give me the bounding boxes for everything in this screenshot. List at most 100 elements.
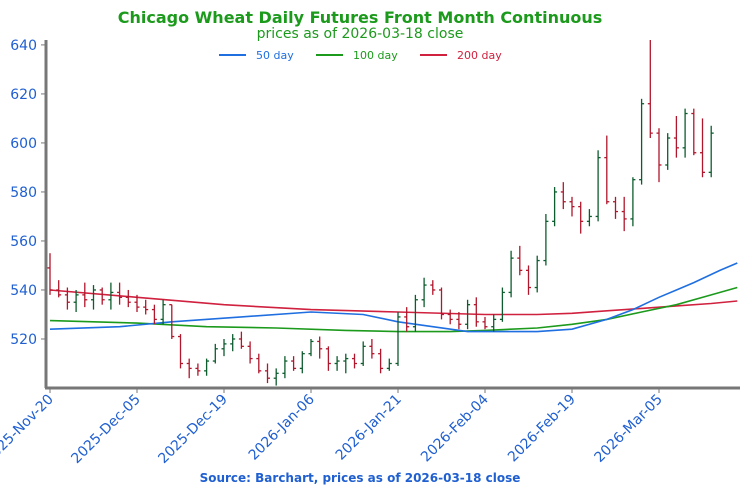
ohlc-bar <box>560 182 566 210</box>
ohlc-bar <box>569 196 575 217</box>
x-tick-label: 2025-Nov-20 <box>0 392 57 467</box>
ohlc-bar <box>143 299 149 315</box>
ohlc-bar <box>665 133 671 170</box>
ohlc-bar <box>682 108 688 158</box>
ohlc-bar <box>360 341 366 366</box>
ohlc-bar <box>308 338 314 357</box>
ohlc-bar <box>117 282 123 305</box>
ohlc-bar <box>352 353 357 369</box>
legend-label-100-day: 100 day <box>353 49 398 62</box>
ohlc-bar <box>447 309 453 325</box>
legend-label-200-day: 200 day <box>457 49 502 62</box>
ma-200-day-line <box>49 289 738 316</box>
ohlc-bar <box>386 358 392 371</box>
ohlc-bar <box>108 282 114 310</box>
chart-subtitle: prices as of 2026-03-18 close <box>256 26 464 42</box>
ohlc-bar <box>91 285 96 310</box>
ohlc-bar <box>613 196 618 219</box>
ohlc-bar <box>256 353 262 374</box>
ohlc-bar <box>125 289 131 308</box>
x-tick-label: 2026-Mar-05 <box>592 392 666 466</box>
ohlc-bar <box>595 150 601 222</box>
ohlc-bar <box>673 115 679 158</box>
ohlc-bar <box>291 356 297 371</box>
ohlc-bar <box>47 253 53 295</box>
ohlc-bar <box>491 314 497 332</box>
ohlc-bar <box>334 356 340 371</box>
ohlc-bar <box>639 98 645 185</box>
ohlc-bar <box>317 336 323 359</box>
y-tick-label: 520 <box>10 332 37 348</box>
ohlc-bar <box>282 356 288 379</box>
ohlc-bar <box>369 338 375 359</box>
ohlc-bar <box>195 363 201 376</box>
ohlc-bar <box>526 265 531 295</box>
ohlc-bar <box>482 316 488 330</box>
ohlc-bar <box>230 334 236 352</box>
y-tick-label: 560 <box>10 234 37 250</box>
chart-title: Chicago Wheat Daily Futures Front Month … <box>117 8 603 27</box>
ma-50-day-line <box>49 262 738 333</box>
ohlc-bar <box>578 201 584 234</box>
x-tick-label: 2025-Dec-19 <box>155 392 230 467</box>
ohlc-bar <box>508 250 514 298</box>
ohlc-bar <box>273 368 279 386</box>
ohlc-bar <box>456 312 462 330</box>
ohlc-bar <box>465 299 471 330</box>
ohlc-bar <box>343 353 349 374</box>
ohlc-bar <box>421 277 427 308</box>
ohlc-bar <box>534 255 540 293</box>
ohlc-bar <box>64 287 70 310</box>
legend-label-50-day: 50 day <box>256 49 294 62</box>
y-tick-label: 620 <box>10 87 37 103</box>
ohlc-bar <box>378 348 384 374</box>
ohlc-bar <box>543 214 549 266</box>
y-tick-label: 640 <box>10 38 37 54</box>
ohlc-bar <box>700 118 705 178</box>
ohlc-bar <box>99 287 105 305</box>
y-tick-label: 580 <box>10 185 37 201</box>
x-tick-label: 2026-Feb-19 <box>505 392 579 466</box>
ohlc-bar <box>439 287 444 320</box>
x-tick-label: 2025-Dec-05 <box>68 392 143 467</box>
ohlc-bar <box>586 209 592 227</box>
ohlc-bar <box>552 187 558 227</box>
x-tick-label: 2026-Feb-04 <box>418 391 492 465</box>
ohlc-bar <box>708 125 714 178</box>
ohlc-bar <box>238 331 244 349</box>
ohlc-bar <box>517 245 523 276</box>
ohlc-bar <box>169 304 175 339</box>
ohlc-bar <box>499 287 505 322</box>
ohlc-bar <box>160 299 166 325</box>
ohlc-bar <box>630 177 636 227</box>
x-tick-label: 2026-Jan-06 <box>246 391 318 463</box>
ohlc-bar <box>186 358 192 379</box>
ohlc-bar <box>247 341 253 364</box>
ohlc-bar <box>73 289 79 313</box>
ohlc-bar <box>404 307 410 332</box>
ohlc-bar <box>473 297 479 327</box>
ohlc-bar <box>647 40 653 139</box>
ohlc-bar <box>212 343 218 364</box>
ohlc-bar <box>178 334 183 369</box>
ohlc-bar <box>265 363 270 384</box>
ohlc-bar <box>204 358 210 376</box>
ohlc-bar <box>221 338 227 357</box>
ohlc-bar <box>691 108 697 156</box>
ohlc-bar <box>656 128 662 183</box>
ohlc-bar <box>430 280 436 295</box>
ohlc-bar <box>621 196 627 232</box>
ma-100-day-line <box>49 286 738 333</box>
x-tick-label: 2026-Jan-21 <box>333 392 405 464</box>
ohlc-bar <box>395 312 401 366</box>
y-tick-label: 600 <box>10 136 37 152</box>
ohlc-bar <box>299 351 305 374</box>
ohlc-bar <box>412 294 418 332</box>
ohlc-bar <box>151 304 157 325</box>
ohlc-bar <box>604 135 610 205</box>
ohlc-bar <box>56 280 62 298</box>
ohlc-bar <box>134 294 140 313</box>
y-tick-label: 540 <box>10 283 37 299</box>
legend: 50 day 100 day 200 day <box>219 49 502 62</box>
